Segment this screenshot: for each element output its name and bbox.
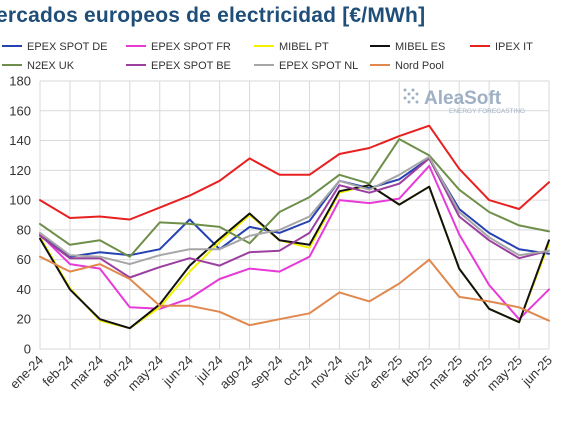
legend-item-n2ex-uk: N2EX UK (2, 60, 75, 72)
legend-label-n2ex-uk: N2EX UK (27, 60, 75, 72)
x-tick-label-jun-25: jun-25 (518, 353, 555, 390)
x-tick-label-jun-24: jun-24 (159, 353, 196, 390)
x-tick-label-ene-25: ene-25 (366, 353, 405, 392)
y-tick-label-80: 80 (17, 222, 31, 237)
legend-label-mibel-es: MIBEL ES (395, 41, 445, 53)
legend-label-epex-spot-de: EPEX SPOT DE (27, 41, 108, 53)
legend-item-epex-spot-nl: EPEX SPOT NL (254, 60, 358, 72)
y-tick-label-140: 140 (9, 133, 31, 148)
legend-item-epex-spot-fr: EPEX SPOT FR (126, 41, 231, 53)
y-tick-label-180: 180 (9, 74, 31, 89)
x-tick-label-mar-25: mar-25 (426, 353, 466, 393)
legend-label-mibel-pt: MIBEL PT (279, 41, 329, 53)
legend-item-nord-pool: Nord Pool (370, 60, 444, 72)
series-line-epex-spot-be (39, 157, 550, 279)
dot-grid-icon (403, 88, 419, 104)
legend-item-mibel-pt: MIBEL PT (254, 41, 329, 53)
logo-name: AleaSoft (424, 88, 502, 109)
series-line-nord-pool (39, 255, 550, 327)
logo-tagline: ENERGY FORECASTING (449, 108, 525, 115)
series-lines (39, 124, 550, 330)
legend-item-epex-spot-be: EPEX SPOT BE (126, 60, 231, 72)
series-line-epex-spot-nl (39, 155, 550, 266)
series-line-ipex-it (39, 124, 550, 221)
y-tick-label-160: 160 (9, 103, 31, 118)
x-tick-label-sep-24: sep-24 (247, 353, 286, 392)
x-axis-ticks: ene-24feb-24mar-24abr-24may-24jun-24jul-… (7, 353, 555, 394)
y-tick-label-60: 60 (17, 252, 31, 267)
legend-item-ipex-it: IPEX IT (470, 41, 533, 53)
x-tick-label-nov-24: nov-24 (307, 353, 346, 392)
y-axis-ticks: 0 20 40 60 80 100 120 140 160 180 (9, 74, 31, 357)
legend-label-epex-spot-nl: EPEX SPOT NL (279, 60, 358, 72)
legend-label-ipex-it: IPEX IT (495, 41, 533, 53)
legend: EPEX SPOT DE EPEX SPOT FR MIBEL PT MIBEL ES… (2, 41, 533, 72)
chart-title-text: ercados europeos de electricidad [€/MWh] (0, 4, 426, 27)
series-line-n2ex-uk (39, 138, 550, 258)
y-tick-label-100: 100 (9, 193, 31, 208)
legend-item-epex-spot-de: EPEX SPOT DE (2, 41, 108, 53)
legend-item-mibel-es: MIBEL ES (370, 41, 445, 53)
legend-label-nord-pool: Nord Pool (395, 60, 444, 72)
grid-lines (39, 80, 550, 350)
series-line-epex-spot-fr (39, 164, 550, 321)
y-tick-label-40: 40 (17, 282, 31, 297)
chart-title: ercados europeos de electricidad [€/MWh] (0, 2, 564, 32)
legend-label-epex-spot-fr: EPEX SPOT FR (151, 41, 231, 53)
x-tick-label-ene-24: ene-24 (7, 353, 46, 392)
x-tick-label-ago-24: ago-24 (216, 353, 255, 392)
y-tick-label-120: 120 (9, 163, 31, 178)
y-tick-label-20: 20 (17, 312, 31, 327)
x-tick-label-mar-24: mar-24 (66, 353, 106, 393)
legend-label-epex-spot-be: EPEX SPOT BE (151, 60, 231, 72)
y-tick-label-0: 0 (24, 342, 31, 357)
